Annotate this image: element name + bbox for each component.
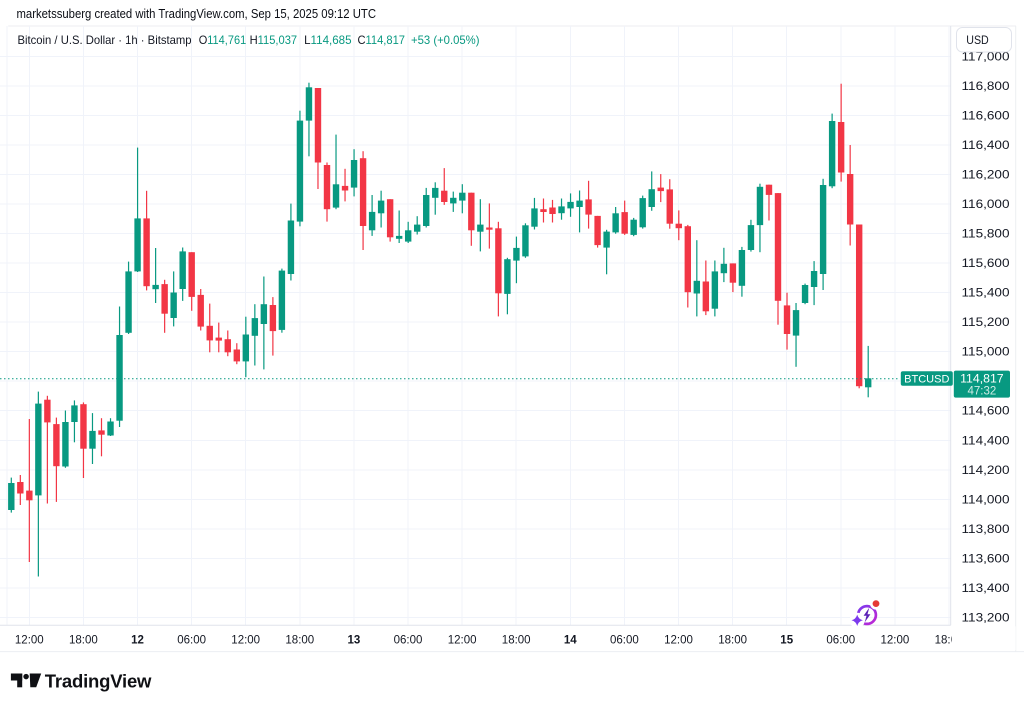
svg-text:115,800: 115,800 (962, 229, 1010, 241)
svg-text:113,800: 113,800 (962, 524, 1010, 536)
svg-text:116,200: 116,200 (962, 170, 1010, 182)
svg-text:06:00: 06:00 (610, 635, 639, 647)
svg-text:114,817: 114,817 (960, 373, 1004, 385)
svg-text:116,000: 116,000 (962, 199, 1010, 211)
svg-text:12:00: 12:00 (231, 635, 260, 647)
svg-text:TradingView: TradingView (45, 670, 152, 691)
svg-text:O114,761: O114,761 (199, 33, 247, 47)
svg-text:116,400: 116,400 (962, 140, 1010, 152)
svg-text:115,600: 115,600 (962, 258, 1010, 270)
svg-text:115,200: 115,200 (962, 317, 1010, 329)
svg-text:13: 13 (348, 635, 361, 647)
svg-text:114,200: 114,200 (962, 465, 1010, 477)
svg-text:113,400: 113,400 (962, 583, 1010, 595)
svg-text:113,200: 113,200 (962, 612, 1010, 624)
svg-text:115,000: 115,000 (962, 347, 1010, 359)
svg-text:18:00: 18:00 (502, 635, 531, 647)
svg-text:15: 15 (780, 635, 793, 647)
svg-text:114,600: 114,600 (962, 406, 1010, 418)
svg-text:L114,685: L114,685 (304, 33, 352, 47)
svg-text:Bitcoin / U.S. Dollar · 1h · B: Bitcoin / U.S. Dollar · 1h · Bitstamp (18, 33, 192, 47)
svg-text:06:00: 06:00 (177, 635, 206, 647)
svg-text:USD: USD (966, 35, 989, 47)
svg-text:18:00: 18:00 (69, 635, 98, 647)
svg-text:47:32: 47:32 (968, 386, 997, 398)
svg-text:114,000: 114,000 (962, 494, 1010, 506)
svg-text:12:00: 12:00 (881, 635, 910, 647)
svg-text:116,800: 116,800 (962, 81, 1010, 93)
svg-text:14: 14 (564, 635, 577, 647)
svg-text:BTCUSD: BTCUSD (904, 373, 949, 385)
svg-text:C114,817: C114,817 (358, 33, 406, 47)
svg-text:18:00: 18:00 (285, 635, 314, 647)
svg-text:H115,037: H115,037 (250, 33, 298, 47)
svg-text:12: 12 (131, 635, 144, 647)
svg-text:117,000: 117,000 (962, 52, 1010, 64)
svg-text:+53 (+0.05%): +53 (+0.05%) (411, 33, 480, 47)
svg-text:06:00: 06:00 (394, 635, 423, 647)
svg-text:113,600: 113,600 (962, 553, 1010, 565)
svg-text:115,400: 115,400 (962, 288, 1010, 300)
svg-text:12:00: 12:00 (664, 635, 693, 647)
svg-text:06:00: 06:00 (826, 635, 855, 647)
svg-text:116,600: 116,600 (962, 111, 1010, 123)
svg-text:12:00: 12:00 (15, 635, 44, 647)
svg-text:114,400: 114,400 (962, 435, 1010, 447)
svg-text:12:00: 12:00 (448, 635, 477, 647)
svg-text:marketssuberg created with Tra: marketssuberg created with TradingView.c… (17, 7, 377, 21)
svg-text:18:00: 18:00 (718, 635, 747, 647)
